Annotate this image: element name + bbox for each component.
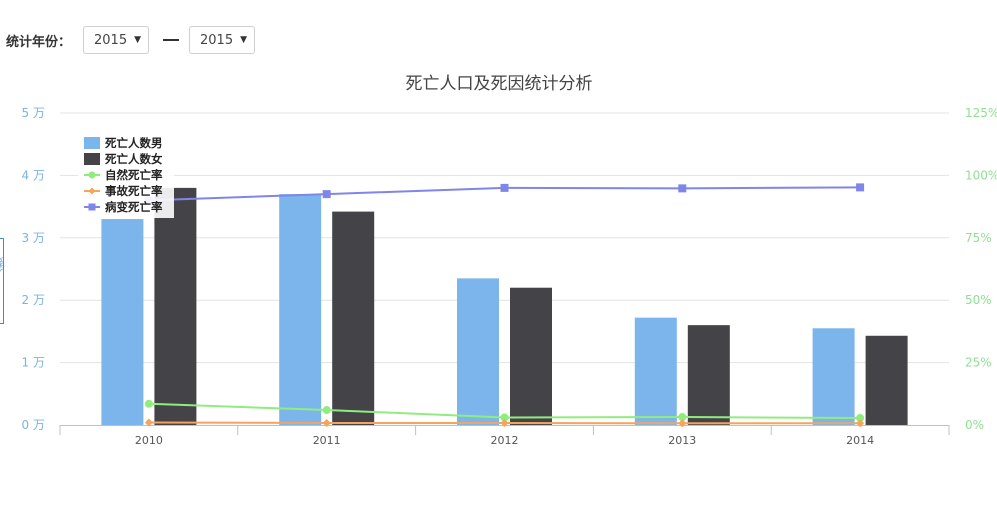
bar xyxy=(634,317,677,425)
legend-marker xyxy=(88,171,96,179)
data-point xyxy=(678,419,687,428)
from-year-value: 2015 xyxy=(94,32,128,48)
legend-marker xyxy=(88,187,96,195)
bar xyxy=(101,219,144,425)
chart-title: 死亡人口及死因统计分析 xyxy=(406,74,593,94)
to-year-value: 2015 xyxy=(200,32,234,48)
legend-label: 病变死亡率 xyxy=(105,200,163,214)
chevron-down-icon: ▼ xyxy=(134,35,142,45)
x-tick-label: 2014 xyxy=(846,434,874,447)
data-point xyxy=(322,190,331,199)
left-axis: 0 万 1 万 2 万 3 万 4 万 5 万 xyxy=(22,106,45,432)
data-point xyxy=(856,414,865,423)
range-dash xyxy=(163,39,180,41)
bar xyxy=(812,328,855,425)
year-filter-bar: 统计年份： 2015 ▼ 2015 ▼ xyxy=(6,25,256,55)
legend-swatch xyxy=(84,153,100,165)
bar xyxy=(510,287,552,425)
legend-label: 事故死亡率 xyxy=(105,184,163,198)
right-tick-label: 100% xyxy=(965,168,997,182)
legend-label: 自然死亡率 xyxy=(105,168,163,182)
right-tick-label: 125% xyxy=(965,106,997,120)
data-point xyxy=(322,406,331,415)
x-tick-label: 2011 xyxy=(313,434,341,447)
right-tick-label: 25% xyxy=(965,356,992,370)
data-point xyxy=(322,419,331,428)
side-tab[interactable]: 人数 xyxy=(0,238,5,324)
left-tick-label: 0 万 xyxy=(22,418,45,432)
left-tick-label: 1 万 xyxy=(22,356,45,370)
right-tick-label: 50% xyxy=(965,293,992,307)
left-tick-label: 2 万 xyxy=(22,293,45,307)
legend-marker xyxy=(88,203,96,211)
data-point xyxy=(856,419,865,428)
data-point xyxy=(500,413,509,422)
right-tick-label: 75% xyxy=(965,231,992,245)
bar-series xyxy=(101,187,908,425)
data-point xyxy=(144,418,153,427)
x-axis: 2010 2011 2012 2013 2014 xyxy=(59,425,950,447)
year-filter-label: 统计年份： xyxy=(6,34,72,50)
legend-label: 死亡人数女 xyxy=(105,152,163,166)
right-tick-label: 0% xyxy=(965,418,984,432)
data-point xyxy=(678,184,687,193)
x-tick-label: 2012 xyxy=(491,434,519,447)
bar xyxy=(457,278,499,425)
to-year-select[interactable]: 2015 ▼ xyxy=(189,26,256,54)
line-series xyxy=(144,183,865,428)
x-tick-label: 2010 xyxy=(135,434,163,447)
left-tick-label: 4 万 xyxy=(22,168,45,182)
data-point xyxy=(856,183,865,192)
left-tick-label: 5 万 xyxy=(22,106,45,120)
data-point xyxy=(678,413,687,422)
from-year-select[interactable]: 2015 ▼ xyxy=(83,26,150,54)
bar xyxy=(687,325,730,425)
grid-lines xyxy=(60,112,949,364)
right-axis: 0% 25% 50% 75% 100% 125% xyxy=(965,106,997,432)
data-point xyxy=(144,399,153,408)
bar xyxy=(154,187,197,425)
bar xyxy=(332,211,375,425)
legend-label: 死亡人数男 xyxy=(105,136,163,150)
data-point xyxy=(500,183,509,192)
legend-swatch xyxy=(84,137,100,149)
bar xyxy=(279,194,322,425)
data-point xyxy=(500,419,509,428)
x-tick-label: 2013 xyxy=(668,434,696,447)
left-tick-label: 3 万 xyxy=(22,231,45,245)
chevron-down-icon: ▼ xyxy=(240,35,248,45)
bar xyxy=(865,335,908,425)
